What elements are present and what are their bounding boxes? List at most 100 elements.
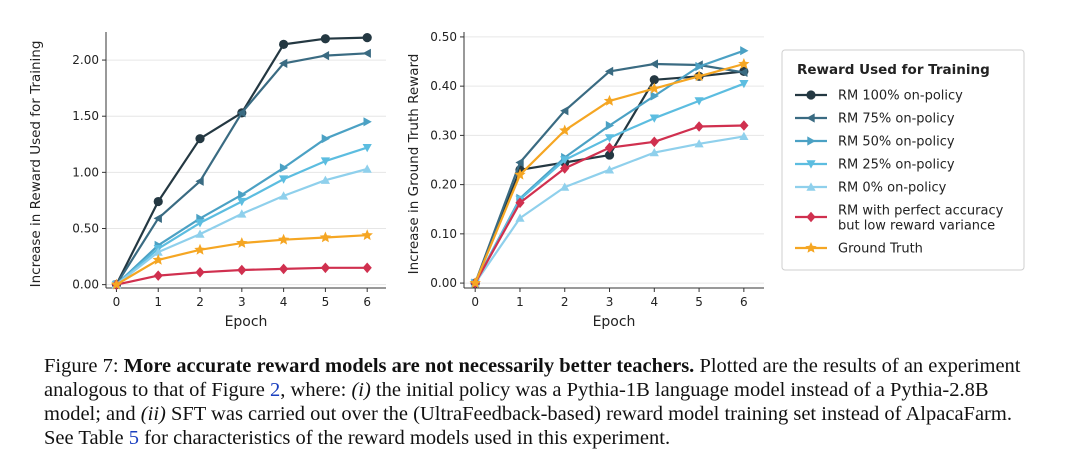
right-point-rm-0-on-policy [560,182,570,191]
figure-2-link[interactable]: 2 [270,379,281,401]
left-y-tick-label: 1.50 [72,109,99,123]
right-y-tick-label: 0.10 [430,227,457,241]
left-point-ground-truth [152,253,164,265]
legend-marker-3 [807,136,816,146]
left-point-rm-0-on-policy [195,229,205,238]
right-point-rm-with-perfect-accuracy-but-low-reward-variance [604,142,615,153]
legend-label-6: RM with perfect accuracy [838,204,1004,219]
left-x-tick-label: 1 [154,295,162,309]
right-point-rm-with-perfect-accuracy-but-low-reward-variance [649,136,659,148]
left-x-tick-label: 3 [238,295,246,309]
right-point-rm-100-on-policy [649,75,659,85]
right-y-tick-label: 0.30 [430,128,457,142]
left-point-rm-with-perfect-accuracy-but-low-reward-variance [320,262,330,274]
right-x-tick-label: 3 [606,295,614,309]
left-point-rm-0-on-policy [237,209,247,218]
left-point-rm-100-on-policy [362,33,372,43]
right-point-rm-0-on-policy [649,148,659,157]
right-point-rm-with-perfect-accuracy-but-low-reward-variance [739,120,749,131]
right-point-rm-75-on-policy [560,106,569,116]
table-5-link[interactable]: 5 [128,427,139,449]
figure-7: 0.00 0.50 1.00 1.50 2.00 0 1 2 3 4 5 6 Epoch Increase… [28,30,1025,330]
right-point-rm-0-on-policy [604,165,615,174]
right-point-rm-25-on-policy [604,134,615,143]
right-point-rm-0-on-policy [694,139,704,148]
legend-marker-7 [805,242,817,253]
left-point-ground-truth [236,237,248,248]
left-point-rm-100-on-policy [320,34,331,44]
left-point-rm-0-on-policy [320,175,330,184]
right-point-ground-truth [693,70,705,82]
right-point-rm-25-on-policy [739,80,749,89]
right-y-tick-label: 0.40 [430,79,457,93]
left-x-tick-label: 4 [280,295,288,309]
left-y-tick-label: 0.00 [72,278,99,292]
right-x-tick-label: 2 [561,295,569,309]
caption-item-i: (i) [351,379,371,401]
left-point-rm-with-perfect-accuracy-but-low-reward-variance [237,264,247,276]
left-point-rm-50-on-policy [321,134,330,144]
legend-label-6: but low reward variance [838,219,995,234]
left-point-rm-25-on-policy [320,157,330,166]
left-point-rm-100-on-policy [153,196,163,207]
right-point-ground-truth [469,277,481,288]
left-point-rm-75-on-policy [195,176,204,186]
left-point-rm-50-on-policy [279,163,289,173]
left-point-rm-with-perfect-accuracy-but-low-reward-variance [195,267,205,278]
right-x-tick-label: 4 [650,295,658,309]
caption-item-ii: (ii) [140,403,166,425]
right-plot: 0.00 0.10 0.20 0.30 0.40 0.50 0 1 2 3 4 5 6 Epoch Incr… [406,30,764,330]
left-point-ground-truth [319,231,332,243]
legend-box [781,49,1025,271]
left-point-rm-0-on-policy [153,247,163,256]
right-point-rm-100-on-policy [604,150,615,160]
right-point-ground-truth [648,82,660,94]
caption-text: Plotted are the results of an experiment… [44,355,1021,401]
left-point-rm-with-perfect-accuracy-but-low-reward-variance [153,270,163,281]
right-point-rm-25-on-policy [560,156,570,165]
right-y-tick-label: 0.20 [430,178,457,192]
figure-caption: Figure 7: More accurate reward models ar… [44,354,1044,450]
caption-figure-label: Figure 7: [44,355,119,377]
right-point-rm-50-on-policy [695,61,704,72]
left-point-ground-truth [194,243,206,255]
left-x-tick-label: 2 [196,295,204,309]
right-point-rm-75-on-policy [649,59,658,69]
left-point-rm-0-on-policy [362,164,372,173]
legend-marker-6 [806,211,816,223]
left-x-axis-label: Epoch [225,314,268,330]
right-point-rm-75-on-policy [739,67,748,77]
left-point-ground-truth [110,278,123,290]
legend-label-1: RM 100% on-policy [838,89,963,104]
left-point-rm-50-on-policy [363,117,372,127]
left-point-rm-with-perfect-accuracy-but-low-reward-variance [362,262,372,274]
legend-marker-4 [806,160,816,169]
left-point-rm-75-on-policy [153,213,162,223]
left-point-rm-75-on-policy [279,58,288,68]
right-x-tick-label: 0 [471,295,479,309]
right-point-rm-with-perfect-accuracy-but-low-reward-variance [694,121,704,132]
right-y-tick-label: 0.50 [430,30,457,44]
right-point-ground-truth [738,58,750,69]
caption-text: the initial policy was a Pythia-1B langu… [44,379,989,425]
left-y-tick-label: 1.00 [72,165,99,179]
left-x-tick-label: 0 [113,295,121,309]
left-series-line-rm-100-on-policy [115,36,368,286]
left-x-tick-label: 5 [322,295,330,309]
left-point-rm-25-on-policy [362,144,372,153]
left-point-rm-25-on-policy [195,219,205,228]
left-point-ground-truth [277,233,290,245]
right-x-tick-label: 6 [740,295,748,309]
left-point-rm-with-perfect-accuracy-but-low-reward-variance [279,263,289,275]
caption-text: for characteristics of the reward models… [138,427,671,449]
legend-marker-2 [806,113,815,123]
legend-marker-1 [806,90,816,100]
left-point-rm-75-on-policy [320,51,330,61]
left-point-rm-75-on-policy [237,108,246,118]
left-y-tick-label: 2.00 [72,53,99,67]
left-y-axis-label: Increase in Reward Used for Training [28,41,44,288]
left-point-ground-truth [361,229,373,241]
right-x-tick-label: 5 [695,295,703,309]
left-point-rm-25-on-policy [279,175,289,184]
left-y-tick-label: 0.50 [72,221,99,235]
